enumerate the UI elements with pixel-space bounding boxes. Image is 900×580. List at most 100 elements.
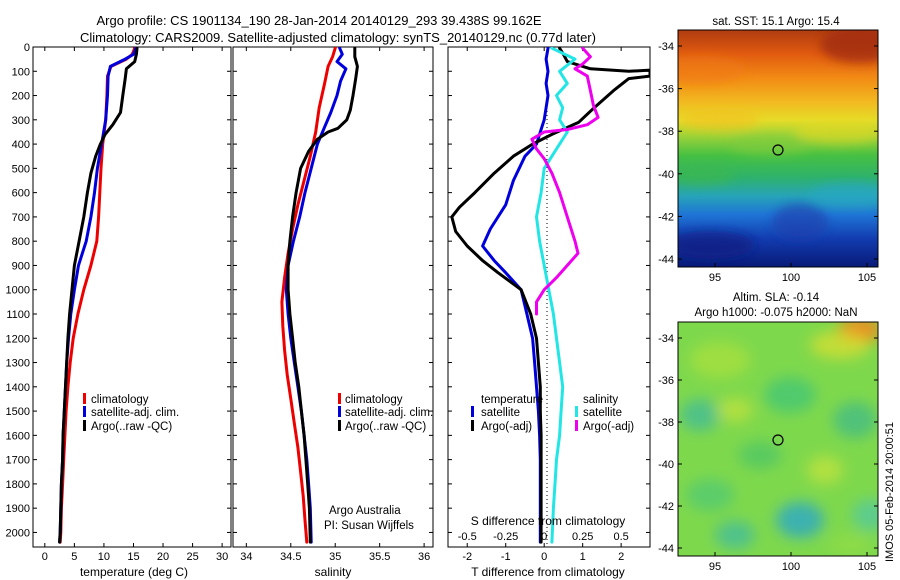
salinity-lines [280, 47, 359, 544]
map-y-tick-label: -36 [658, 84, 674, 96]
map-y-tick-label: -44 [658, 254, 674, 266]
argo-location-marker [772, 144, 784, 156]
legend-swatch-climatology [338, 393, 341, 404]
sst-map-ticks: -34 -36 -38 -40 -42 -44 95 100 105 [658, 41, 878, 284]
legend-label-sal-satellite: satellite [583, 407, 622, 419]
depth-tick-label: 1400 [6, 382, 30, 394]
salinity-axes-frame [232, 46, 434, 548]
sla-map-frame [677, 321, 879, 557]
x-tick-label: 0 [42, 551, 48, 563]
map-y-tick-label: -42 [658, 211, 674, 223]
salinity-panel: 34 34.5 35 35.5 36 salinity climatology sate… [232, 46, 434, 579]
legend-swatch-argo [338, 420, 341, 431]
map-y-tick-label: -34 [658, 41, 674, 53]
x-tick-label: 0 [541, 531, 547, 543]
map-x-tick-label: 95 [709, 561, 721, 573]
x-tick-label: 0 [541, 551, 547, 563]
map-x-tick-label: 95 [709, 272, 721, 284]
x-tick-label: 15 [127, 551, 139, 563]
sst-map-frame [677, 29, 879, 268]
difference-lines [450, 47, 650, 544]
temperature-axes-frame [32, 46, 232, 548]
depth-tick-label: 2000 [6, 527, 30, 539]
legend-label-climatology: climatology [345, 394, 403, 406]
x-tick-label: 0.5 [613, 531, 628, 543]
x-tick-label: 5 [71, 551, 77, 563]
x-tick-label: 34.5 [280, 551, 301, 563]
depth-tick-label: 600 [12, 188, 30, 200]
argo-location-marker [772, 434, 784, 446]
depth-tick-label: 100 [12, 66, 30, 78]
depth-tick-label: 1800 [6, 479, 30, 491]
legend-label-satellite: satellite-adj. clim. [345, 407, 433, 419]
depth-tick-label: 1500 [6, 406, 30, 418]
sla-map-subtitle: Argo h1000: -0.075 h2000: NaN [694, 307, 857, 319]
legend-swatch-sal-argo [575, 420, 578, 431]
map-x-tick-label: 105 [858, 272, 876, 284]
legend-label-temp-argo: Argo(-adj) [481, 421, 532, 433]
x-tick-label: -0.5 [458, 531, 477, 543]
temperature-x-ticks: 0 5 10 15 20 25 30 [42, 47, 228, 563]
difference-s-ticks: -0.5 -0.25 0 0.25 0.5 [458, 531, 629, 543]
legend-label-sal-argo: Argo(-adj) [583, 421, 634, 433]
x-tick-label: 10 [98, 551, 110, 563]
sst-map-image [678, 30, 878, 267]
side-label: IMOS 05-Feb-2014 20:00:51 [884, 422, 896, 562]
temperature-legend: climatology satellite-adj. clim. Argo(..… [83, 393, 179, 433]
legend-title-salinity: salinity [583, 394, 618, 406]
legend-label-argo: Argo(..raw -QC) [345, 421, 426, 433]
legend-label-temp-satellite: satellite [481, 407, 520, 419]
legend-swatch-satellite [338, 406, 341, 417]
sla-map-title: Altim. SLA: -0.14 [733, 292, 820, 304]
series-line-temperature-argo-adj [450, 47, 650, 544]
series-line-temperature-satellite [481, 47, 550, 544]
x-tick-label: -2 [462, 551, 472, 563]
difference-depth-ticks [448, 46, 650, 533]
difference-x-label: T difference from climatology [471, 565, 625, 579]
x-tick-label: 36 [418, 551, 430, 563]
depth-tick-label: 1700 [6, 455, 30, 467]
difference-x2-label: S difference from climatology [471, 514, 626, 528]
map-x-tick-label: 100 [782, 272, 800, 284]
x-tick-label: 25 [186, 551, 198, 563]
map-y-tick-label: -42 [658, 501, 674, 513]
difference-legend: temperature satellite Argo(-adj) salinit… [471, 394, 634, 433]
sst-map-panel: sat. SST: 15.1 Argo: 15.4 -34 -36 -38 -40 -4… [658, 16, 879, 284]
depth-tick-label: 1600 [6, 430, 30, 442]
legend-swatch-sal-satellite [575, 406, 578, 417]
legend-swatch-argo [83, 420, 86, 431]
legend-swatch-temp-argo [471, 420, 474, 431]
depth-tick-label: 0 [24, 42, 30, 54]
series-line-salinity-argo-adj [530, 47, 600, 316]
depth-tick-label: 800 [12, 236, 30, 248]
x-tick-label: 35 [329, 551, 341, 563]
depth-tick-label: 400 [12, 139, 30, 151]
header-line-2: Climatology: CARS2009. Satellite-adjuste… [80, 30, 596, 45]
map-y-tick-label: -36 [658, 375, 674, 387]
temperature-x-label: temperature (deg C) [80, 565, 188, 579]
temperature-panel: 0100200300400500600700800900100011001200… [6, 42, 232, 579]
legend-swatch-climatology [83, 393, 86, 404]
series-line-argo-raw-qc [286, 47, 359, 544]
sst-map-title: sat. SST: 15.1 Argo: 15.4 [712, 16, 840, 28]
x-tick-label: 34 [240, 551, 252, 563]
x-tick-label: 20 [157, 551, 169, 563]
legend-swatch-temp-satellite [471, 406, 474, 417]
depth-tick-label: 500 [12, 163, 30, 175]
map-y-tick-label: -40 [658, 459, 674, 471]
sla-map-ticks: -34 -36 -38 -40 -42 -44 95 100 105 [658, 333, 878, 573]
series-line-argo-raw-qc [58, 47, 139, 544]
salinity-depth-ticks [233, 46, 433, 533]
temperature-depth-ticks: 0 100 200 300 400 500 600 700 800 900 1000 1100 1200… [6, 42, 231, 539]
x-tick-label: 30 [216, 551, 228, 563]
temperature-lines [58, 47, 139, 544]
salinity-legend: climatology satellite-adj. clim. Argo(..… [338, 393, 433, 433]
depth-tick-label: 1300 [6, 358, 30, 370]
legend-label-satellite: satellite-adj. clim. [91, 407, 179, 419]
map-y-tick-label: -34 [658, 333, 674, 345]
difference-panel: -2 -1 0 1 2 -0.5 -0.25 0 0.25 0.5 S difference f… [447, 46, 651, 579]
map-y-tick-label: -38 [658, 417, 674, 429]
series-line-salinity-satellite [535, 47, 577, 544]
depth-tick-label: 1000 [6, 285, 30, 297]
